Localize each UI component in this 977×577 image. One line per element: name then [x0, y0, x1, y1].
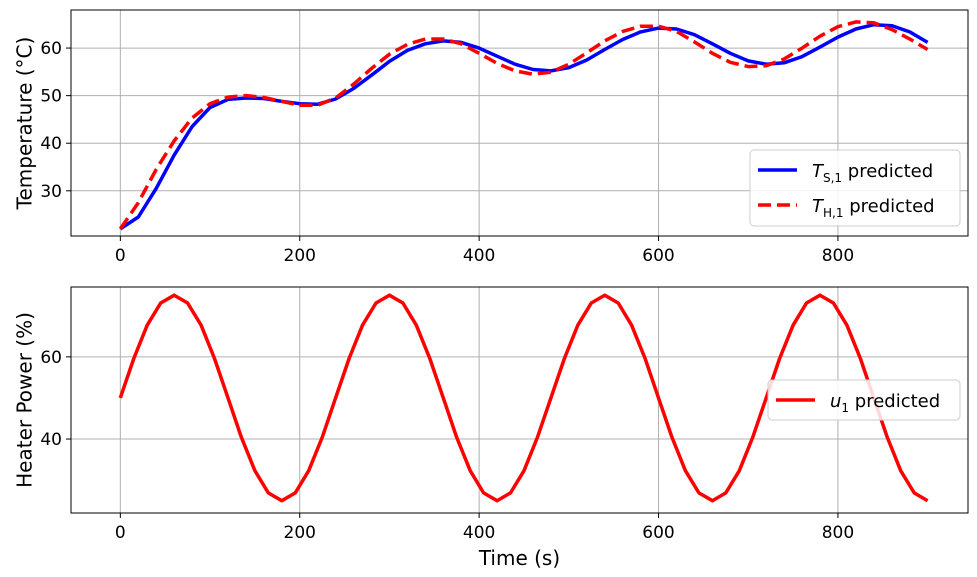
x-tick-label: 200 [284, 246, 316, 266]
x-tick-label: 600 [642, 523, 674, 543]
x-tick-label: 0 [115, 246, 126, 266]
y-tick-label: 60 [40, 348, 62, 368]
x-tick-label: 800 [822, 523, 854, 543]
x-tick-label: 0 [115, 523, 126, 543]
legend-entry-label: TS,1 predicted [812, 161, 933, 185]
temperature-axes-frame [70, 9, 969, 237]
x-tick-label: 400 [463, 523, 495, 543]
legend-entry-label: u1 predicted [830, 391, 940, 415]
heater-power-subplot: 0 200 400 600 800 40 60 Heater Power (%) Time … [13, 286, 969, 570]
y-tick-label: 60 [40, 39, 62, 59]
x-tick-label: 400 [463, 246, 495, 266]
temperature-y-axis-title: Temperature (°C) [13, 37, 37, 211]
heater-power-series [118, 293, 929, 503]
x-tick-label: 800 [822, 246, 854, 266]
legend-box [749, 149, 961, 227]
y-tick-label: 40 [40, 134, 62, 154]
y-tick-label: 40 [40, 430, 62, 450]
x-tick-label: 600 [642, 246, 674, 266]
heater-power-ticks: 0 200 400 600 800 40 60 [40, 348, 854, 543]
x-tick-label: 200 [284, 523, 316, 543]
heater-power-legend: u1 predicted [767, 379, 961, 421]
series-line-t-h1 [118, 20, 929, 230]
temperature-subplot: 0 200 400 600 800 30 40 50 60 Temperature (°C) T… [13, 9, 969, 266]
series-line-u-1 [118, 293, 929, 503]
temperature-series [118, 20, 929, 231]
y-tick-label: 50 [40, 87, 62, 107]
y-tick-label: 30 [40, 182, 62, 202]
heater-power-axes-frame [70, 286, 969, 514]
temperature-ticks: 0 200 400 600 800 30 40 50 60 [40, 39, 854, 266]
legend-box [767, 379, 961, 421]
temperature-legend: TS,1 predicted TH,1 predicted [749, 149, 961, 227]
time-x-axis-title: Time (s) [478, 546, 560, 570]
legend-entry-label: TH,1 predicted [812, 196, 935, 220]
heater-power-y-axis-title: Heater Power (%) [13, 312, 37, 488]
